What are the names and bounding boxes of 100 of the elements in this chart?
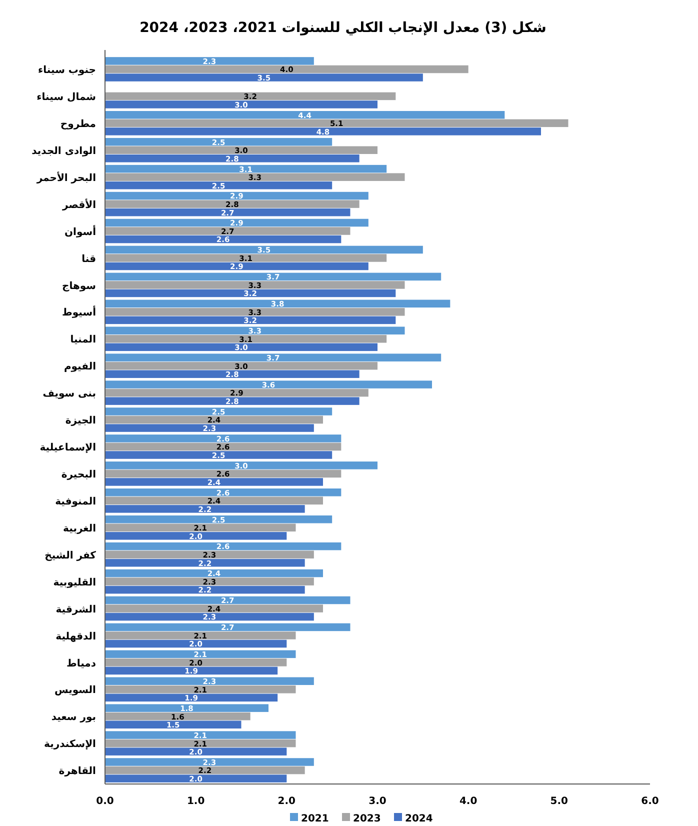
chart-title: شكل (3) معدل الإنجاب الكلي للسنوات 2021، 2023، 2024: [140, 20, 546, 36]
bar: [105, 208, 350, 216]
y-tick-label: الوادى الجديد: [32, 146, 96, 157]
bar: [105, 235, 342, 244]
bar: [105, 666, 278, 675]
bar: [105, 74, 423, 82]
y-tick-label: الجيزة: [65, 416, 96, 427]
y-tick-label: القليوبية: [53, 577, 96, 588]
x-tick-label: 4.0: [459, 796, 478, 807]
bar: [105, 380, 432, 388]
y-tick-label: أسيوط: [62, 306, 96, 319]
bar: [105, 308, 405, 316]
bar: [105, 354, 442, 362]
bar: [105, 362, 378, 370]
bar: [105, 650, 296, 658]
bar: [105, 254, 387, 262]
bar: [105, 370, 360, 378]
bar: [105, 281, 405, 289]
bar: [105, 731, 296, 739]
bar: [105, 397, 360, 405]
bar: [105, 128, 541, 136]
bar: [105, 272, 442, 281]
bar: [105, 685, 296, 694]
bar: [105, 532, 287, 540]
bar: [105, 424, 314, 432]
bar: [105, 505, 305, 513]
bar: [105, 558, 305, 567]
legend-label: 2021: [301, 814, 329, 825]
bar: [105, 640, 287, 648]
y-tick-label: المنوفية: [55, 496, 96, 508]
bar: [105, 470, 342, 478]
bar: [105, 334, 387, 343]
y-tick-label: البحيرة: [61, 470, 96, 481]
bar: [105, 632, 296, 640]
bar: [105, 192, 368, 200]
x-tick-label: 3.0: [368, 796, 386, 807]
bar: [105, 550, 314, 558]
bar: [105, 100, 378, 108]
y-tick-label: جنوب سيناء: [38, 65, 96, 76]
y-tick-label: الإسماعيلية: [40, 442, 96, 454]
bar: [105, 488, 342, 496]
y-tick-label: قنا: [82, 254, 96, 265]
bar: [105, 138, 332, 146]
bar: [105, 569, 323, 578]
bar: [105, 289, 396, 298]
bar: [105, 388, 368, 397]
y-tick-label: مطروح: [60, 119, 96, 130]
y-tick-label: بنى سويف: [42, 388, 96, 400]
bar: [105, 596, 350, 604]
bar: [105, 416, 323, 424]
bar: [105, 694, 278, 702]
bar: [105, 515, 332, 524]
bar: [105, 712, 250, 720]
y-tick-label: دمياط: [66, 658, 96, 670]
bar: [105, 200, 360, 208]
bar: [105, 658, 287, 666]
bar: [105, 119, 568, 128]
y-tick-label: الغربية: [63, 523, 96, 534]
y-tick-label: الفيوم: [64, 362, 96, 373]
y-tick-label: كفر الشيخ: [44, 550, 96, 562]
bar: [105, 478, 323, 486]
bar: [105, 442, 342, 451]
bar: [105, 586, 305, 594]
bar: [105, 720, 242, 728]
bar: [105, 326, 405, 334]
x-tick-label: 1.0: [186, 796, 205, 807]
bar: [105, 408, 332, 416]
bar: [105, 623, 350, 632]
y-tick-label: بور سعيد: [51, 712, 96, 724]
bar: [105, 343, 378, 352]
bar: [105, 218, 368, 227]
bar: [105, 111, 505, 119]
legend-label: 2023: [353, 814, 381, 825]
bar: [105, 462, 378, 470]
bar: [105, 181, 332, 190]
y-tick-label: الشرقية: [56, 604, 96, 616]
y-tick-label: أسوان: [64, 224, 96, 238]
bar: [105, 578, 314, 586]
bar: [105, 542, 342, 550]
bar: [105, 496, 323, 505]
bar: [105, 246, 423, 254]
bar: [105, 774, 287, 782]
bar: [105, 748, 287, 756]
bar: [105, 227, 350, 235]
x-tick-label: 6.0: [641, 796, 659, 807]
x-tick-label: 5.0: [550, 796, 568, 807]
bar: [105, 612, 314, 621]
bar: [105, 164, 387, 173]
y-tick-label: الأقصر: [62, 198, 96, 211]
legend-label: 2024: [405, 814, 433, 825]
bar: [105, 766, 305, 774]
bar: [105, 92, 396, 100]
bar: [105, 146, 378, 154]
bar: [105, 704, 268, 712]
y-tick-label: سوهاج: [62, 280, 96, 292]
y-tick-label: المنيا: [70, 334, 96, 346]
x-tick-label: 0.0: [96, 796, 114, 807]
y-tick-label: القاهرة: [58, 766, 96, 778]
bar: [105, 65, 468, 74]
bar: [105, 451, 332, 459]
